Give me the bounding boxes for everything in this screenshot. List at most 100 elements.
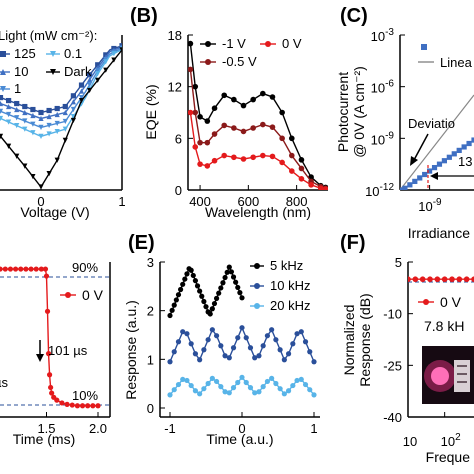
panel-a-data-point [95,71,101,77]
panel-b-data-point [260,90,266,97]
panel-a: 0 1 Light (mW cm⁻²): 125 0.1 10 Dark 1 Voltag… [0,28,126,220]
panel-c-ticks: 10-12 10-9 10-6 10-3 10-9 [365,27,442,214]
panel-b-data-point [192,83,199,90]
panel-a-x-tick-label: 0 [37,194,44,209]
panel-b-data-point [211,157,218,164]
panel-d-data-point [69,402,75,408]
panel-e-data-point [247,385,254,391]
panel-e-y-tick-label: 1 [147,352,154,367]
panel-d-data-point [49,390,55,396]
panel-c-data-point [407,182,413,188]
panel-b-data-point [188,109,194,116]
panel-c-y-tick-label: 10-3 [371,27,395,44]
panel-b-data-point [298,165,305,172]
panel-b-data-point [250,125,256,131]
panel-d-data-point [28,266,34,272]
panel-e-legend-label: 10 kHz [270,278,310,293]
panel-a-data-point [54,111,60,118]
panel-c-data-point [446,154,452,160]
panel-a-data-point [62,103,68,110]
panel-a-legend-label: 10 [14,64,28,79]
panel-e-data-point [192,388,199,394]
panel-d-annotation-fall: 101 µs [48,343,88,358]
panel-a-data-point [87,77,93,83]
panel-a-data-point [54,157,60,163]
panel-e-legend-label: 5 kHz [270,258,303,273]
panel-e-label: (E) [128,232,155,254]
panel-e-legend-marker [254,263,260,269]
panel-e-data-point [252,390,258,396]
panel-b-data-point [221,152,228,159]
panel-a-data-point [6,119,12,125]
panel-f-y-tick-label: 5 [395,255,402,270]
panel-c-annotation-range: 13 [458,154,472,169]
panel-d-data-point [43,273,50,279]
panel-e-data-point [311,392,317,398]
panel-e-data-point [243,379,249,386]
panel-c-ylabel-line1: Photocurrent [335,72,351,152]
panel-a-legend-label: 1 [14,81,21,96]
panel-e-x-tick-label: -1 [164,421,176,436]
panel-f-series [408,276,474,283]
panel-e-data-point [294,331,300,337]
panel-e-data-point [290,382,296,389]
panel-f-data-point [463,276,470,283]
panel-c-label: (C) [340,5,368,27]
panel-e-data-point [182,276,188,282]
panel-e-data-point [218,343,224,349]
panel-e-data-point [222,389,228,395]
panel-a-data-point [78,88,85,94]
panel-b-data-point [260,152,266,159]
panel-a-data-point [6,111,12,118]
panel-c-legend-marker [421,44,427,50]
panel-d-xlabel: Time (ms) [13,431,75,447]
panel-a-data-point [14,123,20,129]
panel-f-legend: 0 V [418,294,462,310]
panel-d-data-point [23,266,29,272]
panel-b-ylabel: EQE (%) [143,84,159,139]
panel-c: (C) 10-12 10-9 10-6 10-3 10-9 Linea Deviatio… [335,5,474,241]
panel-d-legend-marker [65,292,71,298]
panel-b-legend: -1 V 0 V -0.5 V [200,36,302,69]
panel-e-ylabel: Response (a.u.) [123,300,139,400]
panel-b-data-point [288,168,295,174]
panel-d-fall-arrowhead [36,354,44,362]
panel-b-data-point [269,124,276,130]
panel-b-data-point [269,153,276,160]
panel-e-data-point [222,274,228,281]
panel-b-data-point [221,122,228,129]
panel-e-data-point [213,295,220,301]
panel-e-data-point [298,329,304,335]
panel-b-series-line [189,43,326,189]
panel-d-data-point [74,403,80,409]
panel-c-deviation-arrowhead [410,156,418,166]
panel-a-data-point [78,94,85,101]
panel-e-data-point [226,355,232,361]
panel-e-data-point [167,312,173,319]
panel-e-data-point [207,311,213,317]
panel-c-data-point [466,140,472,147]
panel-d-data-point [42,266,49,272]
panel-a-data-point [46,122,52,129]
panel-b-data-point [231,125,237,131]
panel-c-xlabel: Irradiance [408,225,470,241]
panel-e-data-point [226,264,232,270]
panel-b-y-tick-label: 18 [168,28,182,43]
panel-c-data-point [461,144,467,150]
panel-b-data-point [240,102,247,109]
panel-d-legend: 0 V [60,287,104,303]
panel-f-ylabel-line2: Response (dB) [357,293,373,386]
panel-a-data-point [103,67,109,73]
panel-a-series [0,43,122,190]
panel-a-data-point [0,133,4,139]
panel-f-legend-label: 0 V [440,294,462,310]
panel-a-series-line [0,46,122,120]
panel-a-data-point [6,143,12,149]
panel-b-data-point [279,109,285,116]
panel-e-data-point [171,349,177,355]
panel-a-data-point [22,163,28,169]
panel-e-data-point [237,290,243,296]
panel-d-data-point [33,266,39,272]
panel-a-data-point [103,59,109,65]
panel-a-data-point [22,118,28,124]
